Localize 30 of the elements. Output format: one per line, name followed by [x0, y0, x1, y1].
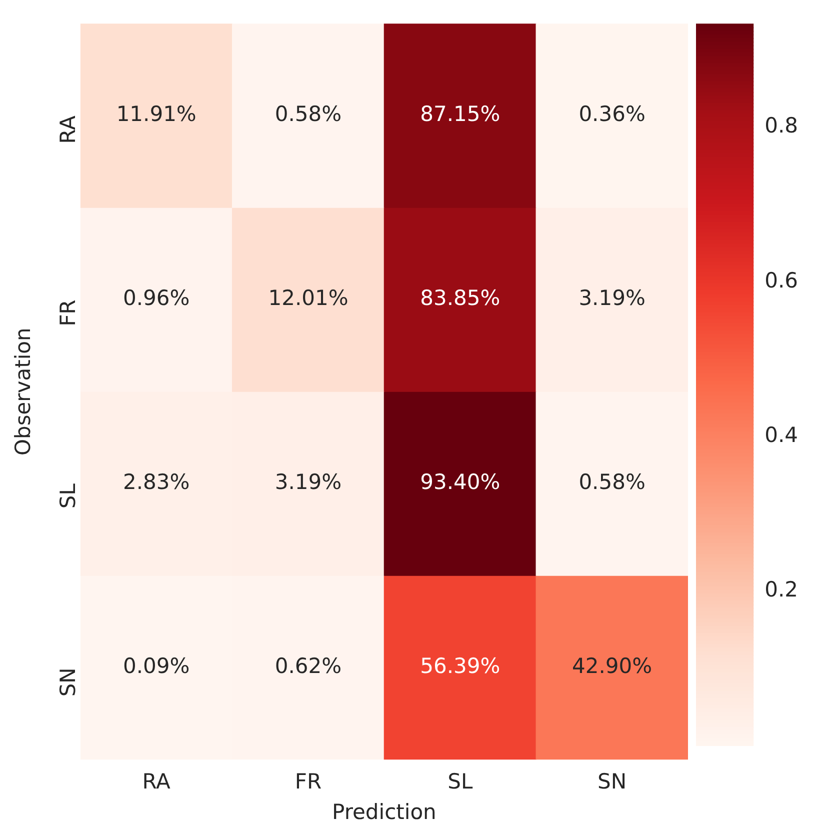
- data-label: 42.90%: [572, 654, 652, 678]
- x-tick-label: RA: [142, 770, 172, 794]
- data-label: 12.01%: [268, 286, 348, 310]
- data-label: 0.09%: [122, 654, 190, 678]
- data-label: 0.62%: [274, 654, 342, 678]
- data-label: 11.91%: [116, 102, 196, 126]
- data-label: 0.58%: [274, 102, 342, 126]
- data-label: 0.58%: [578, 470, 646, 494]
- color-bar-label: 0.6: [764, 268, 798, 292]
- x-axis-title: Prediction: [332, 800, 436, 824]
- y-axis-title: Observation: [11, 328, 36, 456]
- x-tick-label: SL: [448, 770, 473, 794]
- y-tick-label: RA: [56, 114, 80, 144]
- data-label: 87.15%: [420, 102, 500, 126]
- y-tick-label: FR: [56, 300, 80, 326]
- y-tick-label: SL: [56, 483, 80, 509]
- data-label: 3.19%: [274, 470, 342, 494]
- color-bar-label: 0.4: [764, 422, 798, 447]
- x-tick-label: SN: [598, 770, 627, 794]
- data-label: 56.39%: [420, 654, 500, 678]
- data-label: 3.19%: [578, 286, 646, 310]
- data-label: 0.96%: [122, 286, 190, 310]
- data-label: 83.85%: [420, 286, 500, 310]
- data-label: 2.83%: [122, 470, 190, 494]
- color-bar-label: 0.2: [764, 578, 798, 602]
- x-tick-label: FR: [294, 770, 322, 794]
- data-label: 93.40%: [420, 470, 500, 494]
- y-tick-label: SN: [56, 668, 80, 697]
- color-bar-label: 0.8: [764, 114, 798, 138]
- data-label: 0.36%: [578, 102, 646, 126]
